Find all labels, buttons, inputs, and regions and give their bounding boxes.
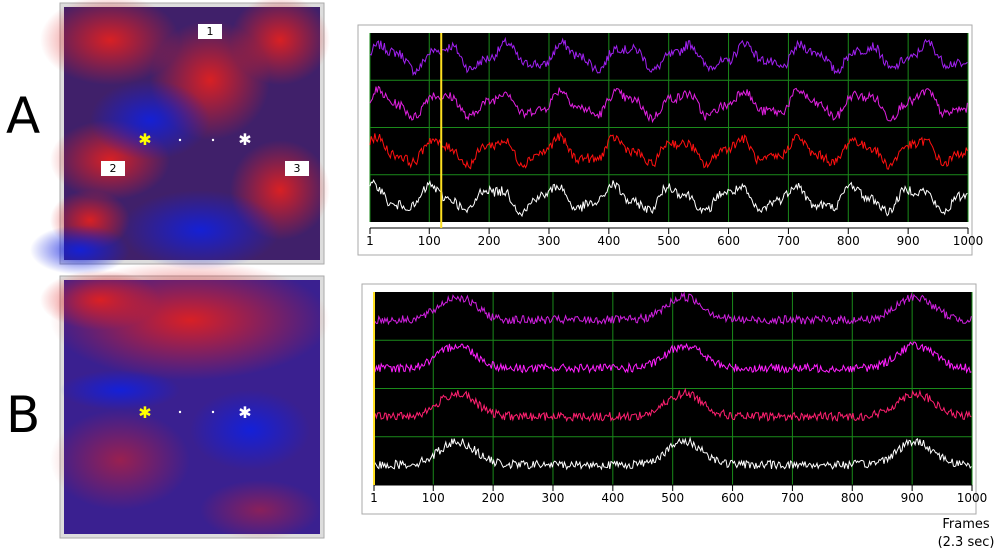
- roi-label: 3: [294, 162, 301, 175]
- svg-text:✱: ✱: [238, 403, 251, 422]
- roi-label: 2: [110, 162, 117, 175]
- x-tick-label: 300: [538, 234, 561, 248]
- signal-trace: [369, 85, 968, 124]
- x-tick-label: 400: [597, 234, 620, 248]
- frame: [361, 283, 977, 515]
- signal-trace: [373, 341, 972, 375]
- svg-text:✱: ✱: [138, 403, 151, 422]
- x-tick-label: 100: [418, 234, 441, 248]
- x-tick-label: 300: [542, 491, 565, 505]
- x-tick-label: 200: [482, 491, 505, 505]
- x-tick-label: 1: [370, 491, 378, 505]
- signal-trace: [369, 179, 968, 218]
- signal-trace: [369, 36, 968, 77]
- x-tick-label: 500: [661, 491, 684, 505]
- x-tick-label: 900: [901, 491, 924, 505]
- heat-map: ✱ ✱: [40, 260, 330, 540]
- signal-trace: [369, 131, 968, 170]
- signal-trace: [373, 387, 972, 423]
- x-tick-label: 700: [777, 234, 800, 248]
- x-tick-label: 1000: [953, 234, 984, 248]
- x-tick-label: 1: [366, 234, 374, 248]
- roi-label: 1: [207, 25, 214, 38]
- x-tick-label: 500: [657, 234, 680, 248]
- x-axis-title: Frames: [942, 517, 990, 532]
- signal-trace: [373, 291, 972, 326]
- x-axis-unit: (2.3 sec): [938, 535, 995, 550]
- svg-text:✱: ✱: [138, 130, 151, 149]
- frame: [357, 24, 973, 256]
- x-tick-label: 900: [897, 234, 920, 248]
- svg-text:✱: ✱: [238, 130, 251, 149]
- x-tick-label: 800: [841, 491, 864, 505]
- panel-label: B: [6, 386, 40, 444]
- signal-trace: [373, 436, 972, 471]
- x-tick-label: 100: [422, 491, 445, 505]
- x-tick-label: 1000: [957, 491, 988, 505]
- heat-map: 1 2 3 ✱ ✱: [30, 0, 330, 275]
- x-tick-label: 200: [478, 234, 501, 248]
- panel-label: A: [6, 87, 40, 145]
- x-tick-label: 600: [717, 234, 740, 248]
- x-tick-label: 400: [601, 491, 624, 505]
- x-tick-label: 800: [837, 234, 860, 248]
- x-tick-label: 700: [781, 491, 804, 505]
- x-tick-label: 600: [721, 491, 744, 505]
